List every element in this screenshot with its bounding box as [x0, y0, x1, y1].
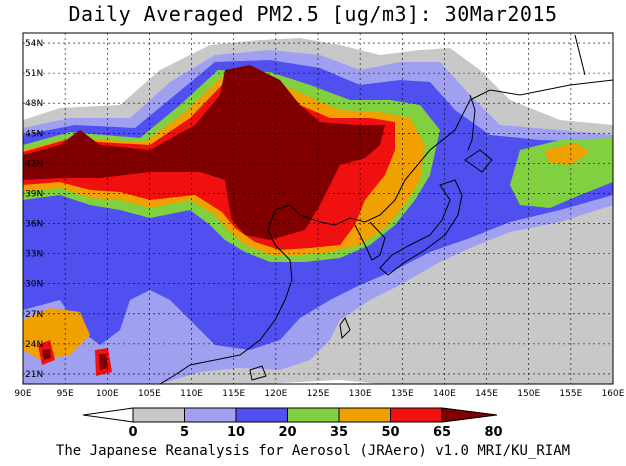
colorbar-label: 20 [278, 425, 296, 440]
coastline-hokkaido [464, 149, 493, 173]
lat-tick-label: 54N [25, 39, 43, 49]
coastline-kamchatka [574, 34, 586, 76]
credit-line: The Japanese Reanalysis for Aerosol (JRA… [55, 443, 571, 459]
lon-tick-label: 150E [517, 389, 540, 399]
map-frame [22, 32, 614, 385]
coastline-sakhalin [467, 94, 476, 151]
lat-tick-label: 42N [25, 159, 43, 169]
lat-tick-label: 39N [25, 189, 43, 199]
coastlines [159, 34, 613, 384]
lat-tick-label: 24N [25, 340, 43, 350]
colorbar-over-arrow [441, 407, 498, 423]
coastline-asia [159, 79, 613, 384]
lat-tick-label: 21N [25, 370, 43, 380]
lon-tick-label: 130E [349, 389, 372, 399]
colorbar-segment [235, 407, 288, 423]
lat-tick-label: 30N [25, 280, 43, 290]
pm-contour-green-east [510, 138, 613, 208]
lon-tick-label: 140E [433, 389, 456, 399]
pm-contour-red-sw [38, 340, 112, 376]
coastline-hainan [249, 365, 267, 381]
colorbar-segment [287, 407, 340, 423]
coastline-taiwan [339, 316, 351, 340]
colorbar-label: 5 [180, 425, 189, 440]
colorbar-segment [184, 407, 237, 423]
colorbar-segment [132, 407, 185, 423]
colorbar-label: 0 [128, 425, 137, 440]
map-title: Daily Averaged PM2.5 [ug/m3]: 30Mar2015 [68, 2, 558, 26]
lon-tick-label: 110E [180, 389, 203, 399]
colorbar-segment [338, 407, 391, 423]
coastline-korea [354, 221, 386, 261]
lat-tick-label: 33N [25, 250, 43, 260]
pm-contour-darkred-sw [42, 349, 108, 370]
lat-tick-label: 51N [25, 69, 43, 79]
lon-tick-label: 100E [96, 389, 119, 399]
colorbar-segment [390, 407, 443, 423]
lon-tick-label: 115E [222, 389, 245, 399]
lon-tick-label: 90E [14, 389, 31, 399]
graticule [23, 33, 613, 384]
colorbar-label: 50 [381, 425, 399, 440]
colorbar-label: 10 [227, 425, 245, 440]
lat-tick-label: 27N [25, 310, 43, 320]
lon-tick-label: 135E [391, 389, 414, 399]
lat-tick-label: 45N [25, 129, 43, 139]
coastline-japan [379, 179, 463, 276]
pm-contour-darkred [23, 65, 385, 240]
latitude-axis: 54N 51N 48N 45N 42N 39N 36N 33N 30N 27N 24N 21N [25, 39, 43, 380]
pm-contour-orange-east [545, 143, 590, 165]
longitude-axis: 90E 95E 100E 105E 110E 115E 120E 125E 130E 135E 14… [14, 389, 624, 399]
lon-tick-label: 95E [57, 389, 74, 399]
colorbar-legend: 0 5 10 20 35 50 65 80 [82, 407, 503, 440]
colorbar-label: 65 [433, 425, 451, 440]
lon-tick-label: 125E [307, 389, 330, 399]
colorbar-under-arrow [82, 407, 134, 423]
lat-tick-label: 36N [25, 220, 43, 230]
lon-tick-label: 105E [138, 389, 161, 399]
lon-tick-label: 145E [475, 389, 498, 399]
lon-tick-label: 120E [264, 389, 287, 399]
lon-tick-label: 155E [559, 389, 582, 399]
colorbar-label: 35 [330, 425, 348, 440]
lat-tick-label: 48N [25, 99, 43, 109]
colorbar-label: 80 [484, 425, 502, 440]
lon-tick-label: 160E [602, 389, 625, 399]
